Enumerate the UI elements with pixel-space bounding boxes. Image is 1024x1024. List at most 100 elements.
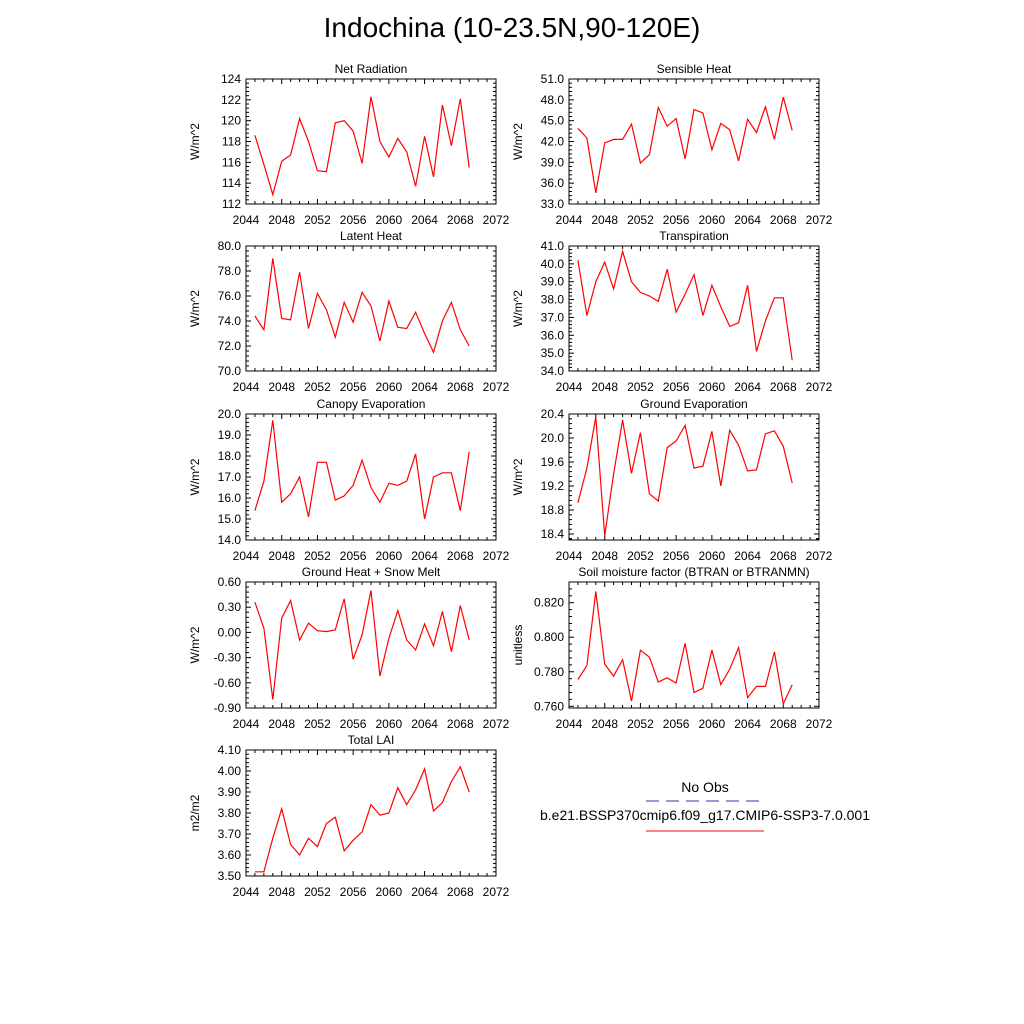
panel-net-radiation: Net Radiation W/m^2 2044 2048 2052 2056 2060 20… [188, 62, 510, 227]
panel-ground-evaporation-ytick-label: 19.2 [541, 479, 565, 493]
panel-ground-evaporation-xtick-label: 2048 [591, 549, 618, 563]
panel-latent-heat-ylabel: W/m^2 [188, 290, 202, 327]
panel-soil-moisture-factor-btran-or-btranmn-xtick-label: 2048 [591, 717, 618, 731]
panel-ground-heat-snow-melt-ylabel: W/m^2 [188, 626, 202, 663]
panel-sensible-heat-ytick-label: 45.0 [541, 114, 565, 128]
panel-sensible-heat: Sensible Heat W/m^2 2044 2048 2052 2056 2060 20… [511, 62, 833, 227]
panel-latent-heat-xtick-label: 2064 [411, 380, 438, 394]
panel-canopy-evaporation-xtick-label: 2048 [268, 549, 295, 563]
panel-total-lai-ytick-label: 3.70 [218, 827, 242, 841]
panel-canopy-evaporation-xtick-label: 2072 [483, 549, 510, 563]
panel-ground-heat-snow-melt-series-line [254, 590, 470, 700]
legend-label-obs: No Obs [681, 779, 728, 795]
panel-net-radiation-title: Net Radiation [335, 62, 408, 76]
panel-net-radiation-xtick-label: 2052 [304, 213, 331, 227]
panel-total-lai: Total LAI m2/m2 2044 2048 2052 2056 2060 2064 20… [188, 733, 510, 899]
panel-latent-heat: Latent Heat W/m^2 2044 2048 2052 2056 2060 2064… [188, 229, 510, 394]
panel-ground-evaporation-ytick-label: 20.4 [541, 407, 565, 421]
panel-net-radiation-ytick-label: 114 [222, 176, 241, 190]
panel-total-lai-series-line [254, 765, 470, 873]
panel-sensible-heat-ytick-label: 51.0 [541, 72, 565, 86]
panel-net-radiation-ytick-label: 118 [222, 135, 241, 149]
panel-soil-moisture-factor-btran-or-btranmn-title: Soil moisture factor (BTRAN or BTRANMN) [578, 565, 809, 579]
panel-net-radiation-ytick-label: 120 [221, 114, 241, 128]
panel-ground-heat-snow-melt-ytick-label: 0.60 [218, 575, 242, 589]
panel-latent-heat-ytick-label: 72.0 [218, 339, 242, 353]
panel-canopy-evaporation-xtick-label: 2068 [447, 549, 474, 563]
panel-transpiration-series-line [577, 249, 793, 361]
panel-ground-evaporation-xtick-label: 2052 [627, 549, 654, 563]
panel-soil-moisture-factor-btran-or-btranmn-xtick-label: 2068 [770, 717, 797, 731]
panel-sensible-heat-xtick-label: 2056 [663, 213, 690, 227]
panel-transpiration-ytick-label: 34.0 [541, 364, 565, 378]
panel-net-radiation-ylabel: W/m^2 [188, 123, 202, 160]
panel-soil-moisture-factor-btran-or-btranmn-ytick-label: 0.760 [534, 699, 564, 713]
panel-canopy-evaporation-xtick-label: 2044 [233, 549, 260, 563]
panel-total-lai-ylabel: m2/m2 [188, 794, 202, 831]
panel-total-lai-ytick-label: 3.80 [218, 806, 242, 820]
panel-net-radiation-xtick-label: 2068 [447, 213, 474, 227]
panel-soil-moisture-factor-btran-or-btranmn-xtick-label: 2072 [806, 717, 833, 731]
panel-sensible-heat-xtick-label: 2068 [770, 213, 797, 227]
panel-total-lai-xtick-label: 2044 [233, 885, 260, 899]
panel-net-radiation-xtick-label: 2048 [268, 213, 295, 227]
panel-ground-evaporation-xtick-label: 2060 [699, 549, 726, 563]
panel-total-lai-xtick-label: 2064 [411, 885, 438, 899]
panel-latent-heat-xtick-label: 2068 [447, 380, 474, 394]
panel-sensible-heat-ytick-label: 36.0 [541, 176, 565, 190]
panel-total-lai-ytick-label: 3.50 [218, 869, 242, 883]
panel-transpiration-xtick-label: 2060 [699, 380, 726, 394]
panel-soil-moisture-factor-btran-or-btranmn-ylabel: unitless [511, 625, 525, 666]
panel-net-radiation-ytick-label: 116 [222, 155, 241, 169]
panel-ground-evaporation-xtick-label: 2072 [806, 549, 833, 563]
panel-ground-heat-snow-melt-xtick-label: 2052 [304, 717, 331, 731]
panel-ground-heat-snow-melt-xtick-label: 2044 [233, 717, 260, 731]
panel-transpiration-frame [568, 245, 820, 372]
panel-sensible-heat-xtick-label: 2064 [734, 213, 761, 227]
panel-latent-heat-ytick-label: 78.0 [218, 264, 242, 278]
panel-total-lai-xtick-label: 2056 [340, 885, 367, 899]
panel-latent-heat-ytick-label: 80.0 [218, 239, 242, 253]
panel-canopy-evaporation-frame [245, 413, 497, 541]
panel-canopy-evaporation-ytick-label: 19.0 [218, 428, 242, 442]
panel-latent-heat-ytick-label: 70.0 [218, 364, 242, 378]
panel-ground-heat-snow-melt-ytick-label: -0.30 [214, 651, 242, 665]
panel-latent-heat-xtick-label: 2060 [376, 380, 403, 394]
panel-transpiration-xtick-label: 2072 [806, 380, 833, 394]
panel-transpiration-xtick-label: 2052 [627, 380, 654, 394]
panel-ground-evaporation-title: Ground Evaporation [640, 397, 747, 411]
panel-total-lai-ytick-label: 3.90 [218, 785, 242, 799]
panel-sensible-heat-ytick-label: 48.0 [541, 93, 565, 107]
panel-ground-heat-snow-melt: Ground Heat + Snow Melt W/m^2 2044 2048 2052… [188, 565, 510, 731]
panel-latent-heat-ytick-label: 74.0 [218, 314, 242, 328]
panel-transpiration-ytick-label: 39.0 [541, 275, 565, 289]
panel-net-radiation-ytick-label: 112 [222, 197, 241, 211]
panel-ground-heat-snow-melt-ytick-label: -0.60 [214, 676, 242, 690]
panel-ground-heat-snow-melt-xtick-label: 2068 [447, 717, 474, 731]
panel-ground-heat-snow-melt-ytick-label: 0.00 [218, 625, 242, 639]
panel-net-radiation-xtick-label: 2044 [233, 213, 260, 227]
panel-latent-heat-xtick-label: 2052 [304, 380, 331, 394]
panel-sensible-heat-series-line [577, 96, 793, 194]
panel-latent-heat-frame [245, 245, 497, 372]
panel-latent-heat-ytick-label: 76.0 [218, 289, 242, 303]
panel-sensible-heat-frame [568, 78, 820, 205]
panel-ground-evaporation-ylabel: W/m^2 [511, 458, 525, 495]
panel-latent-heat-xtick-label: 2048 [268, 380, 295, 394]
panels: Net Radiation W/m^2 2044 2048 2052 2056 2060 20… [188, 62, 833, 899]
panel-transpiration-ylabel: W/m^2 [511, 290, 525, 327]
panel-sensible-heat-ytick-label: 39.0 [541, 155, 565, 169]
panel-soil-moisture-factor-btran-or-btranmn-xtick-label: 2044 [556, 717, 583, 731]
panel-ground-heat-snow-melt-ytick-label: -0.90 [214, 701, 242, 715]
panel-transpiration-title: Transpiration [659, 229, 729, 243]
panel-ground-heat-snow-melt-xtick-label: 2064 [411, 717, 438, 731]
panel-canopy-evaporation-xtick-label: 2060 [376, 549, 403, 563]
panel-ground-evaporation-series-line [577, 416, 793, 536]
panel-sensible-heat-title: Sensible Heat [657, 62, 732, 76]
panel-ground-heat-snow-melt-ytick-label: 0.30 [218, 600, 242, 614]
panel-latent-heat-xtick-label: 2044 [233, 380, 260, 394]
panel-ground-evaporation-xtick-label: 2068 [770, 549, 797, 563]
panel-net-radiation-series-line [254, 96, 470, 197]
panel-soil-moisture-factor-btran-or-btranmn-xtick-label: 2056 [663, 717, 690, 731]
panel-ground-evaporation-xtick-label: 2056 [663, 549, 690, 563]
